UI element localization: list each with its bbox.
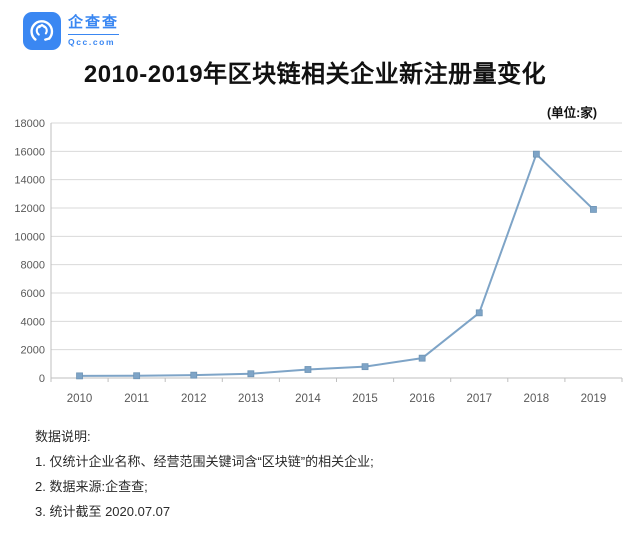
svg-text:16000: 16000 [14,146,45,158]
axes [50,123,623,382]
svg-text:2019: 2019 [581,393,607,405]
brand-name: 企查查 [68,15,120,35]
series-markers [76,150,597,380]
note-item: 1. 仅统计企业名称、经营范围关键词含“区块链”的相关企业; [35,454,374,469]
svg-text:14000: 14000 [14,175,45,187]
line-chart: 0 2000 4000 6000 8000 10000 12000 14000 16000 180… [14,118,623,405]
svg-text:12000: 12000 [14,203,45,215]
svg-text:2018: 2018 [524,393,550,405]
svg-text:4000: 4000 [21,316,45,328]
svg-text:2015: 2015 [352,393,378,405]
qcc-brand-lockup: 企查查 Qcc.com [23,12,120,50]
svg-text:2010: 2010 [67,393,93,405]
y-axis-labels: 0 2000 4000 6000 8000 10000 12000 14000 16000 180… [14,118,45,385]
qcc-logo-icon [23,12,61,50]
svg-text:6000: 6000 [21,288,45,300]
qcc-brand-text: 企查查 Qcc.com [68,15,120,47]
svg-text:0: 0 [39,373,45,385]
svg-text:2012: 2012 [181,393,207,405]
svg-text:10000: 10000 [14,231,45,243]
svg-text:2017: 2017 [466,393,492,405]
svg-text:2000: 2000 [21,345,45,357]
page-title: 2010-2019年区块链相关企业新注册量变化 [83,61,547,88]
series-line [78,153,595,377]
svg-text:2011: 2011 [124,393,149,405]
x-axis-labels: 2010 2011 2012 2013 2014 2015 2016 2017 2018 2019 [67,393,606,405]
brand-domain: Qcc.com [68,36,116,47]
note-item: 2. 数据来源:企查查; [35,479,148,494]
svg-text:18000: 18000 [14,118,45,130]
svg-text:2014: 2014 [295,393,321,405]
svg-text:2016: 2016 [409,393,435,405]
svg-text:8000: 8000 [21,260,45,272]
chart-area: 0 2000 4000 6000 8000 10000 12000 14000 16000 180… [0,110,630,415]
unit-label: (单位:家) [547,106,597,120]
note-item: 3. 统计截至 2020.07.07 [35,504,171,519]
data-notes: 数据说明: 1. 仅统计企业名称、经营范围关键词含“区块链”的相关企业; 2. … [35,424,374,524]
svg-text:2013: 2013 [238,393,264,405]
notes-heading: 数据说明: [35,429,91,444]
